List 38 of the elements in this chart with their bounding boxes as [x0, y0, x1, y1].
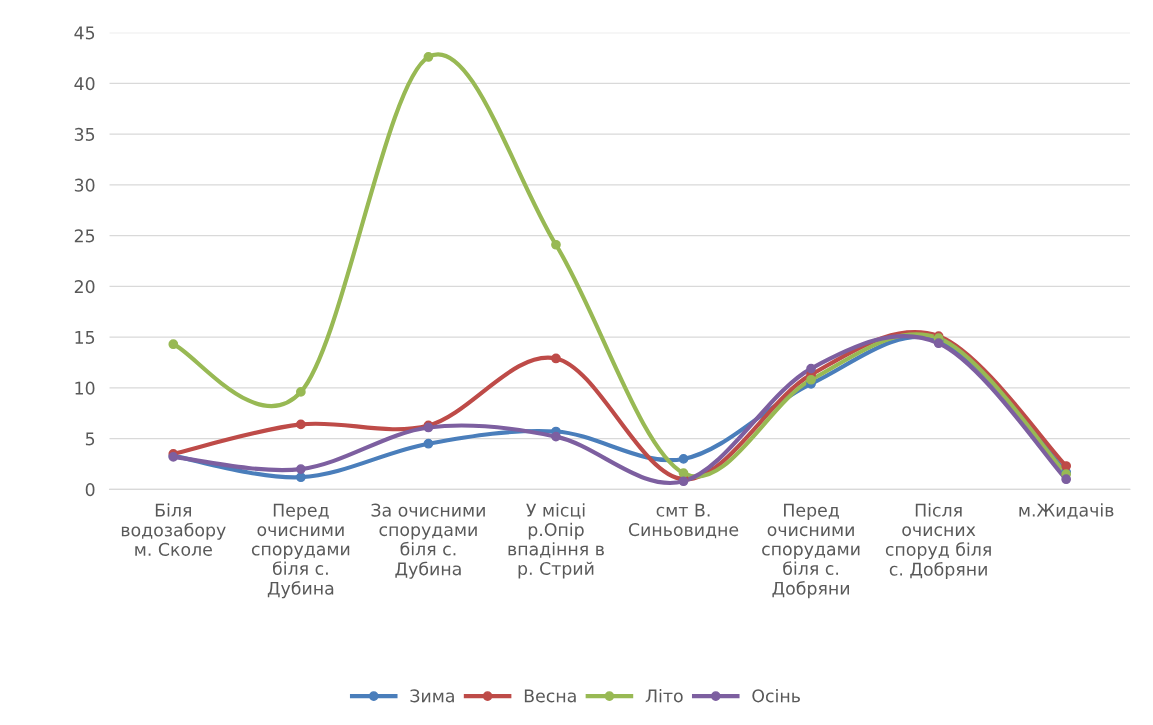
x-tick-label: м.Жидачів: [1019, 503, 1114, 519]
point: [551, 353, 561, 364]
point: [423, 438, 434, 449]
point: [1061, 461, 1072, 471]
point: [806, 363, 816, 374]
x-tick-label: Перед очисними спорудами біля с. Дубина: [251, 503, 350, 599]
x-tick-label: Біля водозабору м. Сколе: [121, 503, 226, 556]
point: [551, 431, 561, 442]
legend-label: Весна: [524, 689, 576, 703]
point: [1061, 474, 1072, 485]
point: [423, 52, 434, 62]
y-tick-label: 30: [74, 178, 95, 192]
y-tick-label: 25: [74, 229, 95, 243]
y-tick-label: 40: [74, 77, 95, 91]
x-tick-label: За очисними спорудами біля с. Дубина: [371, 503, 485, 579]
y-tick-label: 0: [85, 483, 95, 497]
x-tick-label: У місці р.Опір впадіння в р. Стрий: [508, 503, 604, 579]
x-tick-label: Перед очисними спорудами біля с. Добряни: [762, 503, 860, 599]
point: [551, 239, 561, 250]
point: [678, 468, 689, 478]
legend-label: Зима: [410, 689, 454, 703]
point: [806, 374, 816, 385]
y-tick-label: 35: [74, 127, 95, 141]
y-tick-label: 5: [85, 432, 95, 446]
y-tick-label: 15: [75, 331, 95, 344]
y-tick-label: 10: [75, 381, 95, 395]
x-tick-label: Після очисних споруд біля с. Добряни: [885, 503, 991, 580]
y-tick-label: 20: [74, 280, 95, 294]
x-tick-label: смт В. Синьовидне: [628, 503, 739, 539]
point: [295, 387, 306, 397]
y-tick-label: 45: [74, 26, 95, 40]
point: [295, 464, 306, 474]
point: [295, 419, 306, 430]
legend-label: Літо: [645, 688, 683, 703]
point: [678, 454, 689, 464]
legend-label: Осінь: [752, 688, 800, 703]
point: [295, 472, 306, 483]
point: [168, 339, 179, 350]
